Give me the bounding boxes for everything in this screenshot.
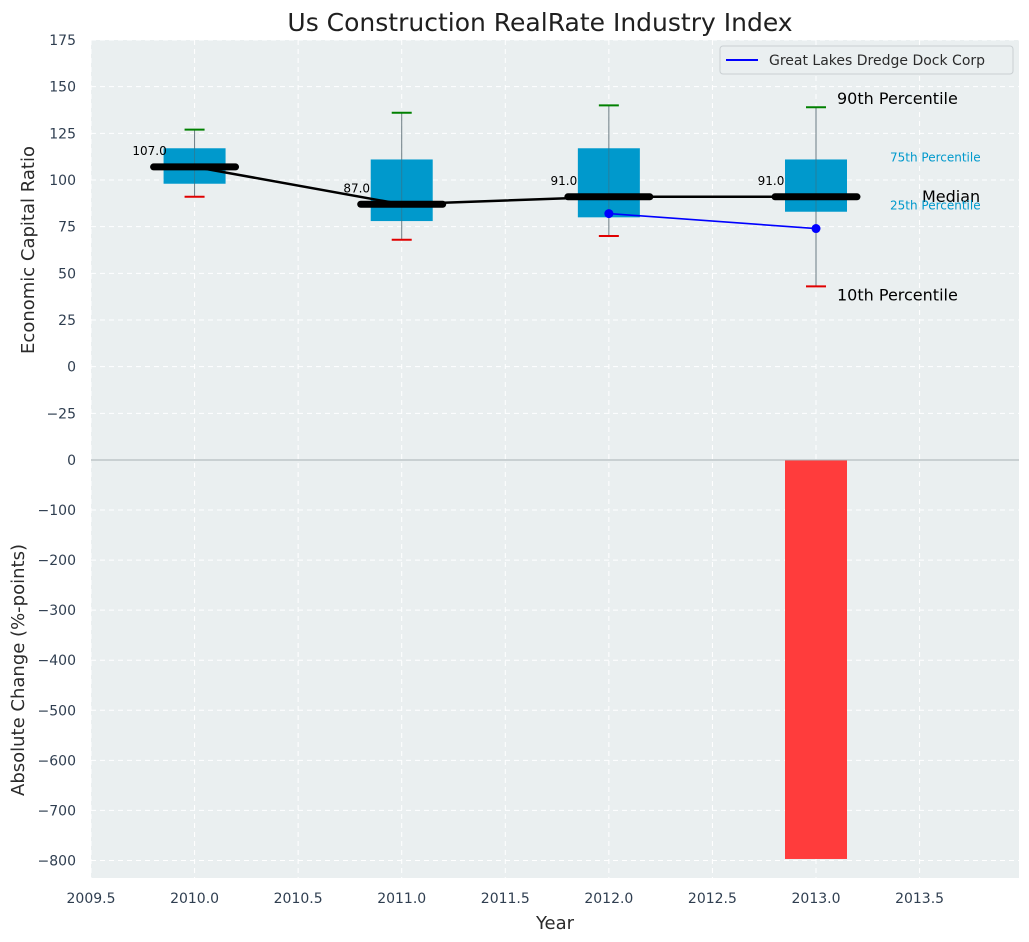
top-y-tick-label: 100 — [49, 173, 76, 189]
median-trend-polyline — [194, 165, 816, 206]
top-y-tick-label: 25 — [58, 313, 76, 329]
series-lines — [604, 209, 821, 234]
median-value-labels: 107.0 87.0 91.0 91.0 — [132, 144, 784, 195]
percentile-annotations: 90th Percentile 75th Percentile Median25th… — [837, 89, 981, 304]
top-y-tick-label: 175 — [49, 33, 76, 49]
change-bar-2013 — [785, 460, 847, 859]
bottom-plot-area — [91, 460, 1019, 878]
x-axis-label: Year — [535, 913, 575, 934]
x-tick-label: 2009.5 — [67, 891, 116, 907]
top-plot-area — [91, 40, 1019, 460]
series-point-2013 — [811, 224, 821, 234]
median-annotation: Median — [922, 187, 980, 206]
x-tick-label: 2010.5 — [274, 891, 323, 907]
bottom-y-tick-label: −500 — [38, 703, 76, 719]
bottom-y-tick-label: −700 — [38, 803, 76, 819]
top-y-tick-label: 150 — [49, 80, 76, 96]
series-line-0 — [608, 212, 817, 230]
top-y-axis-label: Economic Capital Ratio — [18, 146, 39, 354]
top-y-tick-label: 125 — [49, 126, 76, 142]
bottom-y-tick-label: −100 — [38, 503, 76, 519]
bottom-y-tick-labels: 0 −100 −200 −300 −400 −500 −600 −700 −800 — [38, 453, 76, 869]
top-y-tick-label: 0 — [67, 360, 76, 376]
x-tick-label: 2010.0 — [170, 891, 219, 907]
series-point-2012 — [604, 209, 614, 219]
median-value-label-2010: 107.0 — [132, 144, 166, 158]
bottom-y-tick-label: 0 — [67, 453, 76, 469]
top-y-tick-label: 50 — [58, 266, 76, 282]
bottom-y-axis-label: Absolute Change (%-points) — [8, 544, 29, 796]
legend-box — [719, 45, 1014, 75]
top-y-tick-label: −25 — [46, 406, 76, 422]
bottom-y-tick-label: −200 — [38, 553, 76, 569]
median-value-label-2013: 91.0 — [758, 174, 785, 188]
p25-annotation: 25th Percentile — [890, 199, 981, 213]
bottom-y-tick-label: −300 — [38, 603, 76, 619]
bottom-y-tick-label: −600 — [38, 753, 76, 769]
x-tick-label: 2011.0 — [377, 891, 426, 907]
p90-annotation: 90th Percentile — [837, 89, 958, 108]
bottom-y-tick-label: −400 — [38, 653, 76, 669]
x-tick-label: 2011.5 — [481, 891, 530, 907]
x-tick-labels: 2009.5 2010.0 2010.5 2011.0 2011.5 2012.0 2012… — [67, 891, 945, 907]
legend-label-great-lakes: Great Lakes Dredge Dock Corp — [769, 53, 985, 69]
x-tick-label: 2013.5 — [895, 891, 944, 907]
median-trend-line — [194, 165, 816, 206]
legend: Great Lakes Dredge Dock Corp — [719, 45, 1014, 75]
x-tick-label: 2012.5 — [688, 891, 737, 907]
x-tick-label: 2012.0 — [584, 891, 633, 907]
median-value-label-2012: 91.0 — [550, 174, 577, 188]
x-tick-label: 2013.0 — [792, 891, 841, 907]
bottom-y-tick-label: −800 — [38, 853, 76, 869]
p75-annotation: 75th Percentile — [890, 150, 981, 164]
top-y-tick-label: 75 — [58, 220, 76, 236]
p10-annotation: 10th Percentile — [837, 285, 958, 304]
top-y-tick-labels: 175 150 125 100 75 50 25 0 −25 — [46, 33, 76, 422]
median-value-label-2011: 87.0 — [343, 181, 370, 195]
change-bars — [785, 460, 847, 859]
chart-title: Us Construction RealRate Industry Index — [287, 8, 792, 37]
